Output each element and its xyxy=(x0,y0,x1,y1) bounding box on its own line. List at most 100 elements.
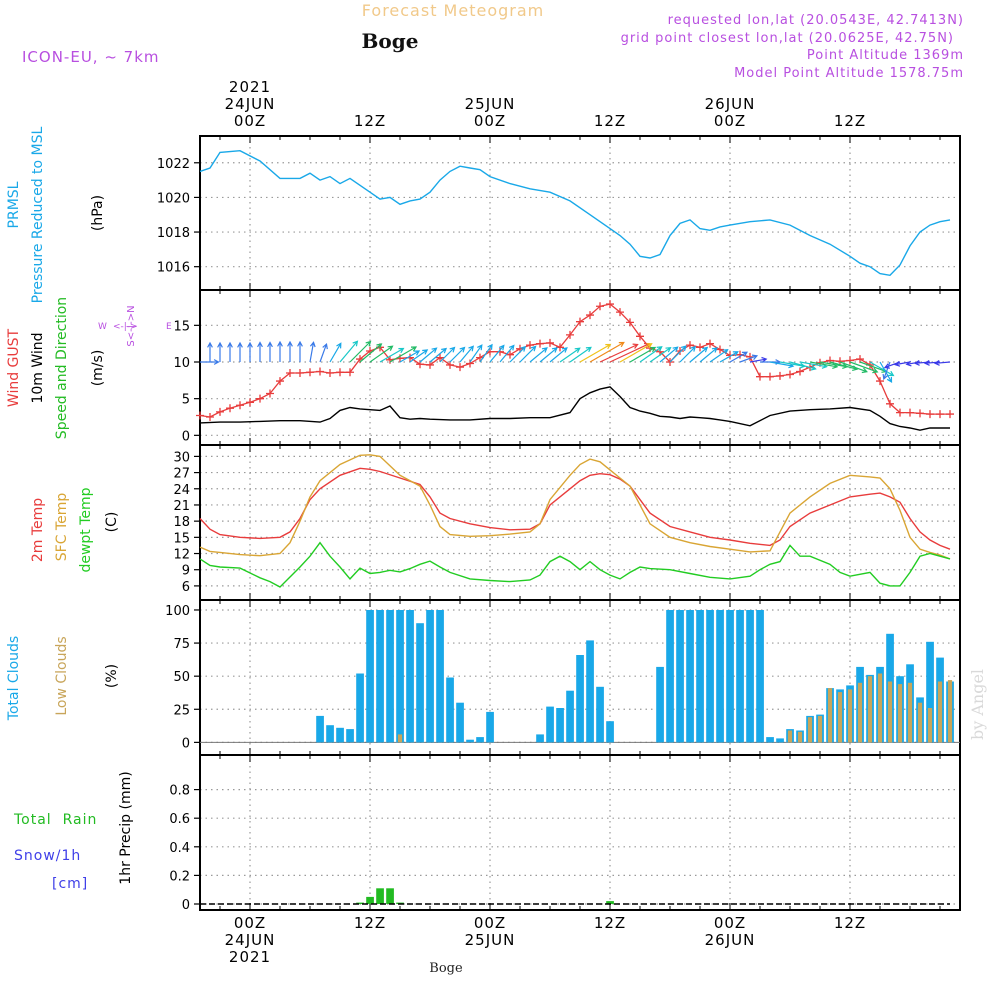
gust-marker xyxy=(306,368,314,377)
pressure-line xyxy=(199,149,951,277)
gust-marker xyxy=(496,347,504,356)
y-tick-label: 0 xyxy=(182,898,190,913)
gust-marker xyxy=(936,410,944,419)
wind-direction-arrow xyxy=(933,360,951,366)
bottom-time-label: 00Z xyxy=(474,914,506,932)
gust-marker xyxy=(896,408,904,417)
top-time-label: 25JUN xyxy=(465,95,516,113)
gust-marker xyxy=(846,356,854,365)
low-cloud-bar xyxy=(887,681,893,743)
y-tick-label: 21 xyxy=(173,499,190,514)
low-cloud-bar xyxy=(877,673,883,743)
gust-marker xyxy=(706,339,714,348)
wind-direction-arrow xyxy=(549,347,568,363)
gust-marker xyxy=(546,338,554,347)
wind-direction-arrow xyxy=(739,354,759,363)
gust-marker xyxy=(276,377,284,386)
y-tick-label: 27 xyxy=(173,467,190,482)
wind-direction-arrow xyxy=(419,347,438,363)
gust-marker xyxy=(946,410,954,419)
wind-direction-arrow xyxy=(589,341,625,363)
gust-marker xyxy=(236,401,244,410)
y-tick-label: 0 xyxy=(182,429,190,444)
gust-marker xyxy=(786,370,794,379)
y-tick-label: 25 xyxy=(173,703,190,718)
temp-2m-line xyxy=(199,467,951,550)
total-cloud-bar xyxy=(706,610,714,743)
top-time-label: 2021 xyxy=(229,78,271,96)
low-cloud-bar xyxy=(937,681,943,743)
total-cloud-bar xyxy=(426,610,434,743)
total-cloud-bar xyxy=(446,677,454,743)
y-tick-label: 5 xyxy=(182,393,190,408)
wind-direction-arrow xyxy=(905,360,921,367)
low-clouds-label: Low Clouds xyxy=(54,636,70,715)
wind-direction-arrow xyxy=(439,346,456,363)
wind-direction-arrow xyxy=(369,345,394,363)
gust-marker xyxy=(536,339,544,348)
total-cloud-bar xyxy=(726,610,734,743)
total-cloud-bar xyxy=(396,610,404,743)
gust-marker xyxy=(856,355,864,364)
point-altitude: Point Altitude 1369m xyxy=(807,48,964,63)
wind-speed-line xyxy=(199,386,950,431)
total-cloud-bar xyxy=(456,702,464,743)
wind-direction-arrow xyxy=(499,344,515,363)
gust-marker xyxy=(436,353,444,362)
compass-ns: S<-|->N xyxy=(126,305,137,346)
total-cloud-bar xyxy=(436,610,444,743)
wind-direction-arrow xyxy=(349,340,372,363)
gust-marker xyxy=(576,317,584,326)
total-cloud-bar xyxy=(476,737,484,743)
wind-direction-arrow xyxy=(569,346,592,363)
total-cloud-bar xyxy=(536,734,544,743)
low-cloud-bar xyxy=(827,688,833,743)
pressure-label: Pressure Reduced to MSL xyxy=(30,126,46,303)
wind-direction-arrow xyxy=(649,346,672,363)
bottom-time-label: 00Z xyxy=(234,914,266,932)
wind-direction-arrow xyxy=(639,346,663,363)
wind-direction-arrow xyxy=(629,346,657,363)
wind-direction-arrow xyxy=(689,346,709,363)
dewpt-line xyxy=(199,541,951,588)
precip-unit-label: 1hr Precip (mm) xyxy=(118,771,134,884)
wind-direction-arrow xyxy=(339,340,359,363)
wind-direction-arrow xyxy=(839,361,868,374)
wind-direction-arrow xyxy=(379,347,405,363)
total-cloud-bar xyxy=(346,729,354,743)
gust-marker xyxy=(466,359,474,368)
gust-marker xyxy=(676,347,684,355)
wind-direction-arrow xyxy=(217,341,223,362)
top-time-label: 00Z xyxy=(234,112,266,130)
y-tick-label: 15 xyxy=(173,319,190,334)
wind-direction-arrow xyxy=(489,344,505,363)
y-tick-label: 6 xyxy=(182,580,190,595)
wind-direction-arrow xyxy=(669,345,687,363)
gust-marker xyxy=(756,372,764,381)
gust-marker xyxy=(216,407,224,416)
total-cloud-bar xyxy=(386,610,394,743)
wind-direction-arrow xyxy=(459,345,475,363)
direction-label: Speed and Direction xyxy=(54,297,70,439)
total-cloud-bar xyxy=(416,623,424,743)
gust-marker xyxy=(246,398,254,407)
compass-west: W xyxy=(98,322,107,332)
y-tick-label: 75 xyxy=(173,637,190,652)
wind-direction-arrow xyxy=(247,341,253,362)
low-cloud-bar xyxy=(947,680,953,743)
total-cloud-bar xyxy=(376,610,384,743)
wind-direction-arrow xyxy=(297,340,303,362)
wind-direction-arrow xyxy=(789,361,817,371)
clouds-panel: 0 25 50 75 100 Total Clouds Low Clouds (%) xyxy=(6,599,961,756)
low-cloud-bar xyxy=(807,717,813,743)
total-clouds-label: Total Clouds xyxy=(6,636,22,721)
gust-marker xyxy=(426,360,434,369)
top-time-label: 00Z xyxy=(474,112,506,130)
wind-direction-arrow xyxy=(729,351,748,363)
rain-bar xyxy=(366,896,374,904)
wind-direction-arrow xyxy=(429,347,448,363)
gust-marker xyxy=(196,411,204,420)
gust-marker xyxy=(616,308,624,317)
total-cloud-bar xyxy=(356,673,364,743)
